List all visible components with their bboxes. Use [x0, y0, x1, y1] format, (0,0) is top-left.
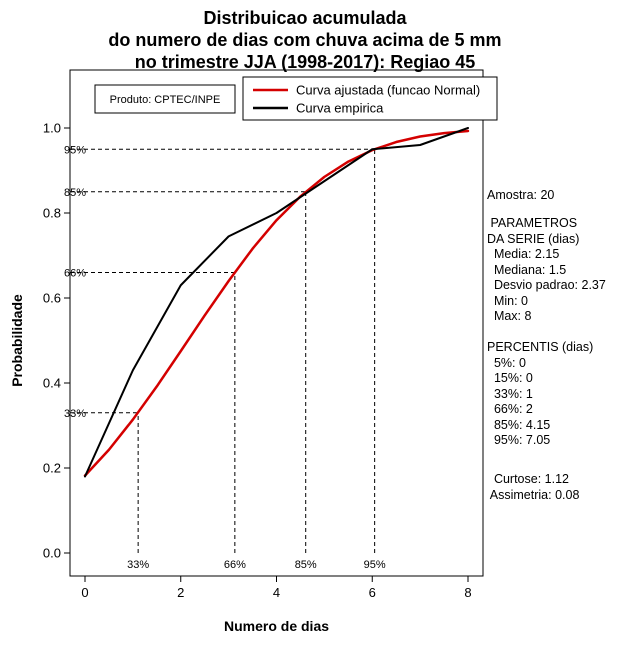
stat-line: Curtose: 1.12 [487, 472, 569, 486]
guide-label-bottom: 33% [127, 559, 149, 571]
guide-label-left: 33% [64, 408, 86, 420]
guide-label-bottom: 95% [364, 559, 386, 571]
plot-box [69, 69, 484, 577]
fitted-curve-line [83, 129, 470, 477]
stat-line: Mediana: 1.5 [487, 262, 567, 277]
stat-line: 66%: 2 [487, 402, 533, 416]
stat-line: Assimetria: 0.08 [487, 487, 580, 502]
stat-line: 85%: 4.15 [487, 417, 551, 432]
x-tick-label: 6 [369, 585, 376, 600]
title-line-1: Distribuicao acumulada [203, 8, 407, 28]
y-tick-label: 0.0 [43, 546, 61, 561]
legend-label: Curva empirica [296, 101, 384, 116]
stat-line: DA SERIE (dias) [487, 231, 580, 246]
stat-line: 5%: 0 [487, 355, 526, 370]
guide-label-bottom: 85% [295, 559, 317, 571]
percentiles-text: PERCENTIS (dias) 5%: 0 15%: 0 33%: 1 66%… [487, 340, 640, 449]
y-tick-label: 0.6 [43, 291, 61, 306]
stat-line: Media: 2.15 [487, 247, 560, 261]
guide-label-left: 66% [64, 268, 86, 280]
title-line-3: no trimestre JJA (1998-2017): Regiao 45 [134, 52, 476, 72]
title-line-2: do numero de dias com chuva acima de 5 m… [108, 30, 502, 50]
stat-line: PERCENTIS (dias) [487, 340, 594, 354]
legend-label: Curva ajustada (funcao Normal) [296, 83, 480, 98]
x-tick-label: 2 [177, 585, 184, 600]
empirical-curve-line [84, 127, 469, 478]
y-tick-label: 0.8 [43, 206, 61, 221]
y-axis-label: Probabilidade [9, 294, 25, 387]
x-axis-label: Numero de dias [224, 618, 329, 634]
sample-size-text: Amostra: 20 [487, 188, 555, 202]
guide-label-left: 85% [64, 187, 86, 199]
product-box [94, 84, 236, 114]
y-tick-label: 0.4 [43, 376, 61, 391]
y-tick-label: 0.2 [43, 461, 61, 476]
stat-line: PARAMETROS [487, 216, 578, 230]
x-tick-label: 0 [81, 585, 88, 600]
moments-text: Curtose: 1.12 Assimetria: 0.08 [487, 472, 640, 503]
x-tick-label: 8 [464, 585, 471, 600]
stat-line: Desvio padrao: 2.37 [487, 278, 606, 292]
y-tick-label: 1.0 [43, 121, 61, 136]
chart-title: Distribuicao acumulada do numero de dias… [0, 7, 610, 73]
guide-label-bottom: 66% [224, 559, 246, 571]
stat-line: Min: 0 [487, 293, 528, 308]
guide-label-left: 95% [64, 144, 86, 156]
legend-box [242, 76, 498, 121]
series-parameters-text: PARAMETROS DA SERIE (dias) Media: 2.15 Me… [487, 216, 640, 325]
stat-line: Max: 8 [487, 309, 532, 323]
product-label: Produto: CPTEC/INPE [110, 94, 221, 106]
stat-line: 33%: 1 [487, 386, 533, 401]
stat-line: 95%: 7.05 [487, 433, 551, 447]
x-tick-label: 4 [273, 585, 280, 600]
stat-line: 15%: 0 [487, 371, 533, 385]
